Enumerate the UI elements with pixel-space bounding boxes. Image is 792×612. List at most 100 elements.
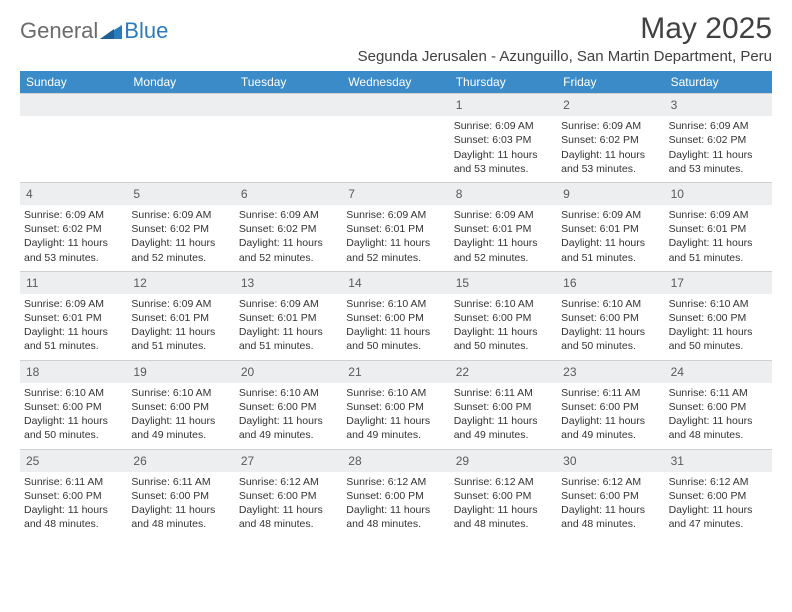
week-row: 18Sunrise: 6:10 AMSunset: 6:00 PMDayligh… [20, 360, 772, 449]
sunset-text: Sunset: 6:00 PM [669, 489, 770, 503]
daylight-text: Daylight: 11 hours and 51 minutes. [669, 236, 770, 264]
day-number: 13 [235, 271, 342, 294]
day-cell: 8Sunrise: 6:09 AMSunset: 6:01 PMDaylight… [450, 182, 557, 271]
sunset-text: Sunset: 6:02 PM [561, 133, 662, 147]
sunset-text: Sunset: 6:01 PM [561, 222, 662, 236]
sunrise-text: Sunrise: 6:10 AM [239, 386, 340, 400]
sunrise-text: Sunrise: 6:11 AM [454, 386, 555, 400]
day-cell: 11Sunrise: 6:09 AMSunset: 6:01 PMDayligh… [20, 271, 127, 360]
day-number: 1 [450, 93, 557, 116]
day-cell: 16Sunrise: 6:10 AMSunset: 6:00 PMDayligh… [557, 271, 664, 360]
weekday-label: Sunday [20, 71, 127, 93]
sunset-text: Sunset: 6:00 PM [561, 311, 662, 325]
day-cell: 2Sunrise: 6:09 AMSunset: 6:02 PMDaylight… [557, 93, 664, 182]
sunrise-text: Sunrise: 6:12 AM [346, 475, 447, 489]
sunset-text: Sunset: 6:02 PM [669, 133, 770, 147]
week-row: 1Sunrise: 6:09 AMSunset: 6:03 PMDaylight… [20, 93, 772, 182]
sunrise-text: Sunrise: 6:09 AM [131, 208, 232, 222]
day-cell: 27Sunrise: 6:12 AMSunset: 6:00 PMDayligh… [235, 449, 342, 538]
day-number: 22 [450, 360, 557, 383]
sunset-text: Sunset: 6:00 PM [24, 400, 125, 414]
sunrise-text: Sunrise: 6:09 AM [561, 119, 662, 133]
logo: General Blue [20, 12, 168, 44]
daylight-text: Daylight: 11 hours and 49 minutes. [346, 414, 447, 442]
sunset-text: Sunset: 6:02 PM [239, 222, 340, 236]
day-cell: 19Sunrise: 6:10 AMSunset: 6:00 PMDayligh… [127, 360, 234, 449]
weekday-label: Monday [127, 71, 234, 93]
calendar-grid: SundayMondayTuesdayWednesdayThursdayFrid… [20, 71, 772, 537]
weekday-label: Saturday [665, 71, 772, 93]
day-number: 28 [342, 449, 449, 472]
day-cell: 18Sunrise: 6:10 AMSunset: 6:00 PMDayligh… [20, 360, 127, 449]
weekday-label: Wednesday [342, 71, 449, 93]
week-row: 4Sunrise: 6:09 AMSunset: 6:02 PMDaylight… [20, 182, 772, 271]
sunrise-text: Sunrise: 6:10 AM [561, 297, 662, 311]
daylight-text: Daylight: 11 hours and 53 minutes. [669, 148, 770, 176]
sunrise-text: Sunrise: 6:09 AM [24, 208, 125, 222]
sunset-text: Sunset: 6:00 PM [669, 400, 770, 414]
day-number: 26 [127, 449, 234, 472]
daylight-text: Daylight: 11 hours and 48 minutes. [669, 414, 770, 442]
location-subtitle: Segunda Jerusalen - Azunguillo, San Mart… [358, 48, 772, 65]
day-number: 12 [127, 271, 234, 294]
day-cell [127, 93, 234, 182]
day-number: 23 [557, 360, 664, 383]
day-cell: 30Sunrise: 6:12 AMSunset: 6:00 PMDayligh… [557, 449, 664, 538]
sunrise-text: Sunrise: 6:09 AM [669, 208, 770, 222]
day-number: 5 [127, 182, 234, 205]
daylight-text: Daylight: 11 hours and 52 minutes. [454, 236, 555, 264]
day-number: 18 [20, 360, 127, 383]
day-number: 10 [665, 182, 772, 205]
day-number: 24 [665, 360, 772, 383]
sunrise-text: Sunrise: 6:10 AM [346, 386, 447, 400]
sunrise-text: Sunrise: 6:12 AM [239, 475, 340, 489]
sunrise-text: Sunrise: 6:10 AM [131, 386, 232, 400]
sunset-text: Sunset: 6:00 PM [454, 489, 555, 503]
daylight-text: Daylight: 11 hours and 53 minutes. [24, 236, 125, 264]
day-number: 25 [20, 449, 127, 472]
daylight-text: Daylight: 11 hours and 49 minutes. [131, 414, 232, 442]
day-number: 2 [557, 93, 664, 116]
day-number: 31 [665, 449, 772, 472]
day-number: 11 [20, 271, 127, 294]
day-cell: 24 Sunrise: 6:11 AMSunset: 6:00 PMDayligh… [665, 360, 772, 449]
sunrise-text: Sunrise: 6:11 AM [669, 386, 770, 400]
sunset-text: Sunset: 6:00 PM [346, 311, 447, 325]
day-cell: 13Sunrise: 6:09 AMSunset: 6:01 PMDayligh… [235, 271, 342, 360]
daylight-text: Daylight: 11 hours and 47 minutes. [669, 503, 770, 531]
daylight-text: Daylight: 11 hours and 51 minutes. [239, 325, 340, 353]
sunset-text: Sunset: 6:01 PM [669, 222, 770, 236]
day-number: 20 [235, 360, 342, 383]
day-cell: 20Sunrise: 6:10 AMSunset: 6:00 PMDayligh… [235, 360, 342, 449]
day-number: 3 [665, 93, 772, 116]
day-cell: 14Sunrise: 6:10 AMSunset: 6:00 PMDayligh… [342, 271, 449, 360]
sunset-text: Sunset: 6:02 PM [131, 222, 232, 236]
sunrise-text: Sunrise: 6:11 AM [131, 475, 232, 489]
sunrise-text: Sunrise: 6:12 AM [669, 475, 770, 489]
day-number: 16 [557, 271, 664, 294]
day-cell: 15Sunrise: 6:10 AMSunset: 6:00 PMDayligh… [450, 271, 557, 360]
day-cell: 25Sunrise: 6:11 AMSunset: 6:00 PMDayligh… [20, 449, 127, 538]
week-row: 25Sunrise: 6:11 AMSunset: 6:00 PMDayligh… [20, 449, 772, 538]
daylight-text: Daylight: 11 hours and 49 minutes. [239, 414, 340, 442]
day-number [127, 93, 234, 116]
day-cell: 6Sunrise: 6:09 AMSunset: 6:02 PMDaylight… [235, 182, 342, 271]
logo-text-general: General [20, 18, 98, 44]
day-number: 4 [20, 182, 127, 205]
sunset-text: Sunset: 6:00 PM [669, 311, 770, 325]
sunrise-text: Sunrise: 6:09 AM [131, 297, 232, 311]
day-number: 15 [450, 271, 557, 294]
day-number: 9 [557, 182, 664, 205]
day-number: 30 [557, 449, 664, 472]
day-number [235, 93, 342, 116]
sunset-text: Sunset: 6:00 PM [454, 400, 555, 414]
day-cell: 17Sunrise: 6:10 AMSunset: 6:00 PMDayligh… [665, 271, 772, 360]
sunrise-text: Sunrise: 6:10 AM [454, 297, 555, 311]
sunrise-text: Sunrise: 6:09 AM [24, 297, 125, 311]
sunset-text: Sunset: 6:00 PM [561, 400, 662, 414]
sunset-text: Sunset: 6:00 PM [346, 489, 447, 503]
sunset-text: Sunset: 6:00 PM [239, 489, 340, 503]
logo-text-blue: Blue [124, 18, 168, 44]
weekday-label: Thursday [450, 71, 557, 93]
calendar-page: General Blue May 2025 Segunda Jerusalen … [0, 0, 792, 537]
